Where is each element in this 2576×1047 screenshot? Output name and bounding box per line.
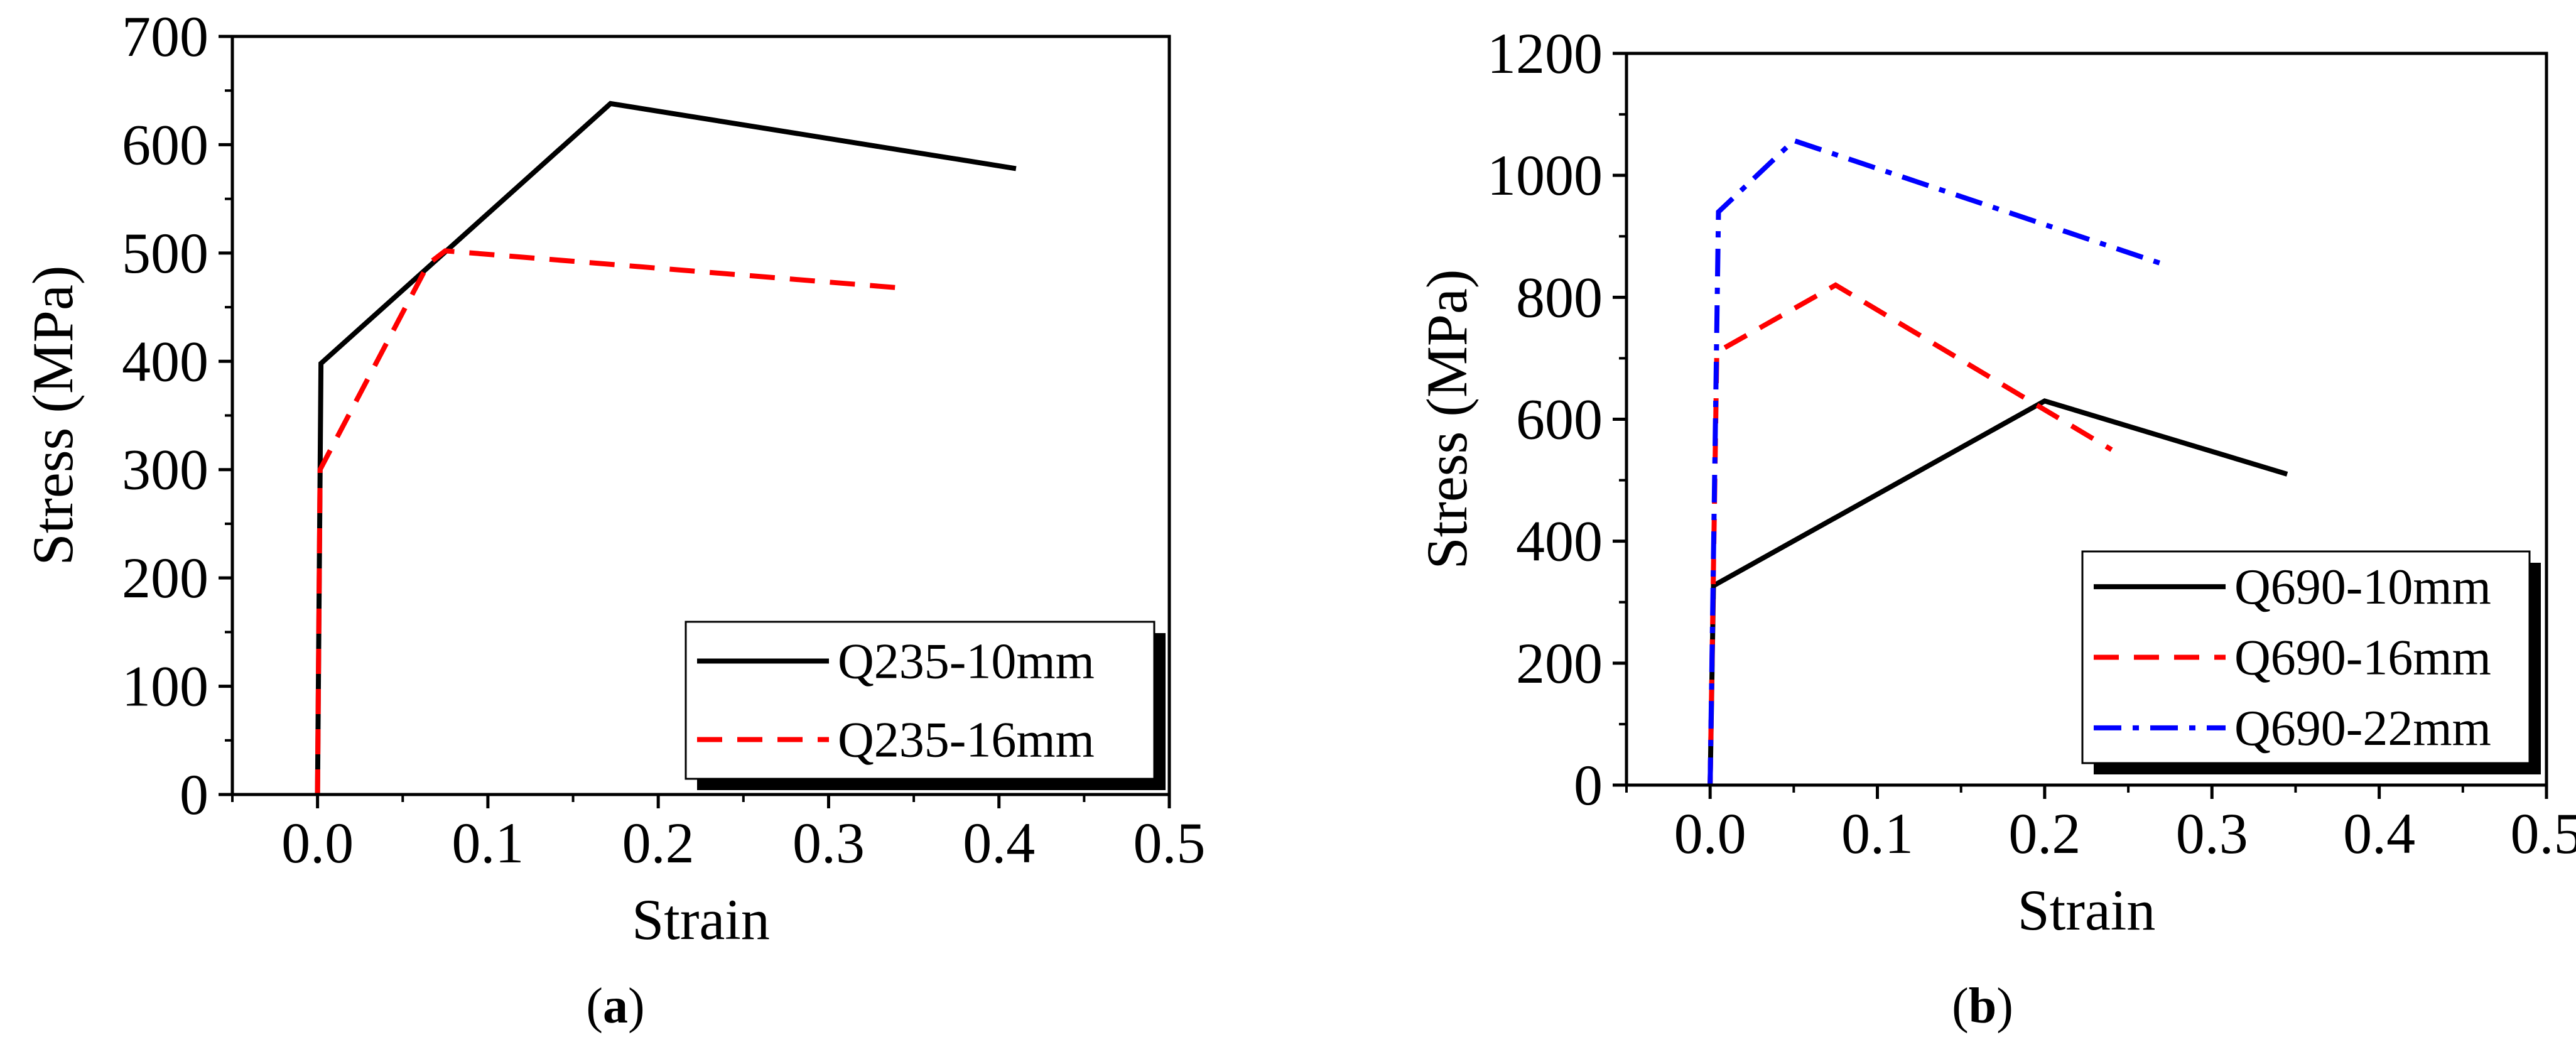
x-tick-label-b-2: 0.2 xyxy=(2008,801,2081,865)
caption-label-a: a xyxy=(603,979,628,1034)
x-tick-label-a-4: 0.4 xyxy=(963,811,1035,875)
y-tick-label-a-1: 100 xyxy=(122,654,208,719)
x-tick-label-a-2: 0.2 xyxy=(622,811,695,875)
panel-caption-b: (b) xyxy=(1952,979,2013,1034)
legend-b: Q690-10mm Q690-16mm Q690-22mm xyxy=(2082,551,2541,774)
y-tick-label-a-7: 700 xyxy=(122,4,208,68)
legend-label-Q690-16mm: Q690-16mm xyxy=(2234,631,2491,686)
y-tick-label-a-2: 200 xyxy=(122,546,208,610)
y-tick-label-a-6: 600 xyxy=(122,112,208,176)
caption-close-a: ) xyxy=(628,979,645,1034)
x-tick-label-a-1: 0.1 xyxy=(452,811,524,875)
legend-label-Q690-10mm: Q690-10mm xyxy=(2234,560,2491,615)
y-tick-label-b-3: 600 xyxy=(1516,388,1603,452)
y-axis-title-b: Stress (MPa) xyxy=(1415,269,1479,570)
legend-label-Q690-22mm: Q690-22mm xyxy=(2234,701,2491,756)
legend-label-Q235-16mm: Q235-16mm xyxy=(838,713,1095,768)
y-tick-label-b-6: 1200 xyxy=(1487,21,1603,85)
y-tick-label-b-0: 0 xyxy=(1574,753,1603,817)
legend-a: Q235-10mm Q235-16mm xyxy=(686,622,1166,790)
y-tick-label-a-3: 300 xyxy=(122,438,208,502)
legend-label-Q235-10mm: Q235-10mm xyxy=(838,634,1095,690)
caption-label-b: b xyxy=(1969,979,1997,1034)
x-tick-label-b-1: 0.1 xyxy=(1841,801,1913,865)
x-axis-title-b: Strain xyxy=(2018,878,2156,942)
caption-close-b: ) xyxy=(1996,979,2013,1034)
x-tick-label-b-0: 0.0 xyxy=(1674,801,1746,865)
y-tick-label-b-4: 800 xyxy=(1516,265,1603,329)
y-tick-label-b-2: 400 xyxy=(1516,509,1603,573)
series-line-Q690-16mm xyxy=(1710,285,2111,785)
y-tick-label-a-0: 0 xyxy=(180,762,208,827)
x-tick-label-b-5: 0.5 xyxy=(2511,801,2576,865)
caption-open-a: ( xyxy=(586,979,603,1034)
x-tick-label-a-5: 0.5 xyxy=(1134,811,1206,875)
y-tick-label-a-5: 500 xyxy=(122,221,208,285)
chart-panel-a: 0.0 0.1 0.2 0.3 0.4 0.5 0 100 200 300 400 500 600 700… xyxy=(21,4,1206,1034)
y-tick-label-b-1: 200 xyxy=(1516,631,1603,695)
x-tick-label-b-4: 0.4 xyxy=(2343,801,2415,865)
y-axis-title-a: Stress (MPa) xyxy=(21,266,85,566)
x-tick-label-b-3: 0.3 xyxy=(2176,801,2248,865)
x-tick-label-a-3: 0.3 xyxy=(793,811,865,875)
caption-open-b: ( xyxy=(1952,979,1969,1034)
y-tick-label-b-5: 1000 xyxy=(1487,143,1603,207)
y-tick-label-a-4: 400 xyxy=(122,329,208,393)
panel-caption-a: (a) xyxy=(586,979,644,1034)
x-axis-title-a: Strain xyxy=(632,887,770,952)
x-tick-label-a-0: 0.0 xyxy=(281,811,354,875)
